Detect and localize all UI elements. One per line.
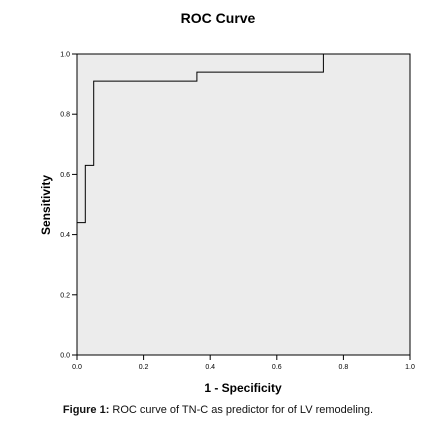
- y-axis: 0.0 0.2 0.4 0.6 0.8 1.0: [60, 52, 77, 360]
- figure-caption: Figure 1: ROC curve of TN-C as predictor…: [0, 404, 436, 416]
- x-axis: 0.0 0.2 0.4 0.6 0.8 1.0: [72, 355, 415, 371]
- x-tick-label: 0.2: [139, 364, 149, 371]
- x-tick-label: 0.0: [72, 364, 82, 371]
- y-tick-label: 0.8: [60, 112, 70, 119]
- roc-curve-line: [76, 53, 410, 355]
- x-tick-label: 0.6: [272, 364, 282, 371]
- y-tick-label: 1.0: [60, 52, 70, 59]
- y-tick-label: 0.4: [60, 232, 70, 239]
- caption-label: Figure 1:: [62, 404, 110, 416]
- roc-chart: ROC Curve 0.00.20.40.60.81.0 0.0 0.2 0.4 0.…: [39, 10, 415, 395]
- x-axis-title: 1 - Specificity: [204, 381, 282, 395]
- y-tick-label: 0.6: [60, 172, 70, 179]
- plot-area: [76, 53, 411, 356]
- y-tick-label: 0.2: [60, 292, 70, 299]
- x-tick-label: 0.4: [205, 364, 215, 371]
- x-tick-label: 0.8: [339, 364, 349, 371]
- y-axis-title: Sensitivity: [39, 175, 53, 235]
- caption-text: ROC curve of TN-C as predictor for of LV…: [109, 404, 374, 416]
- chart-title: ROC Curve: [181, 10, 256, 26]
- y-tick-label: 0.0: [60, 353, 70, 360]
- x-tick-label: 1.0: [405, 364, 415, 371]
